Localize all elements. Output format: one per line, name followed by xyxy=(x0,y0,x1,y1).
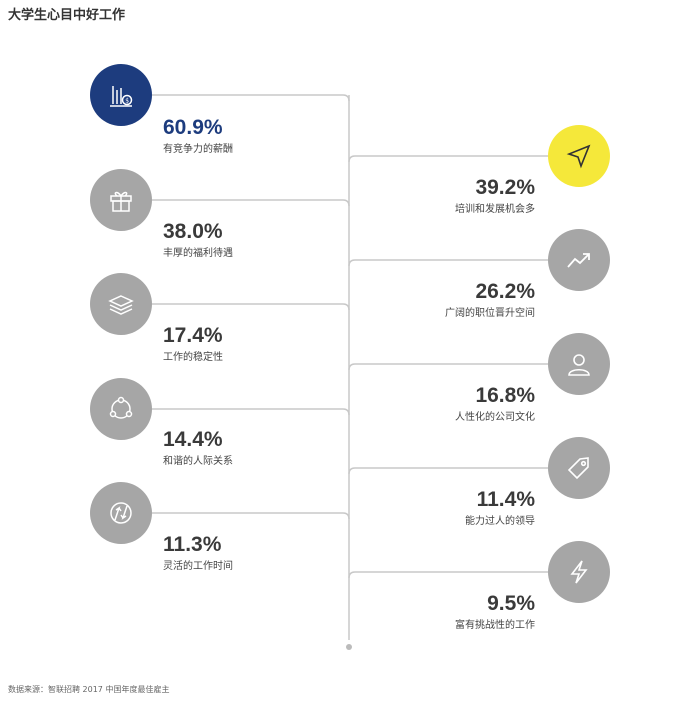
trend-up-icon xyxy=(567,253,590,268)
item-6-value: 14.4% xyxy=(163,428,223,451)
lightning-icon xyxy=(570,560,588,584)
item-6-label: 和谐的人际关系 xyxy=(163,456,233,467)
data-source: 数据来源：智联招聘 2017 中国年度最佳雇主 xyxy=(8,685,170,694)
connector-right-2 xyxy=(348,363,548,371)
connector-left-0 xyxy=(152,94,350,102)
item-3-circle xyxy=(548,229,610,291)
svg-text:$: $ xyxy=(125,98,129,105)
item-3-label: 广阔的职位晋升空间 xyxy=(445,308,535,319)
tag-icon xyxy=(567,457,589,480)
layers-icon xyxy=(108,295,134,315)
spine-end-dot xyxy=(346,644,352,650)
item-9-label: 富有挑战性的工作 xyxy=(455,620,535,631)
navigation-arrow-icon xyxy=(566,144,591,169)
item-4-value: 17.4% xyxy=(163,324,223,347)
connector-right-3 xyxy=(348,467,548,475)
connector-left-2 xyxy=(152,303,350,311)
connector-left-4 xyxy=(152,512,350,520)
connector-left-1 xyxy=(152,199,350,207)
item-7-value: 11.4% xyxy=(476,488,535,511)
item-5-value: 16.8% xyxy=(475,384,535,407)
item-9-circle xyxy=(548,541,610,603)
item-9-value: 9.5% xyxy=(487,592,535,615)
money-chart-icon: $ xyxy=(110,86,133,107)
item-8-label: 灵活的工作时间 xyxy=(163,561,233,572)
item-6-circle xyxy=(90,378,152,440)
item-4-label: 工作的稳定性 xyxy=(163,352,223,363)
item-5-label: 人性化的公司文化 xyxy=(455,412,535,423)
item-2-label: 丰厚的福利待遇 xyxy=(163,248,233,259)
item-0-circle: $ xyxy=(90,64,152,126)
item-3-value: 26.2% xyxy=(475,280,535,303)
person-icon xyxy=(568,354,590,376)
item-1-label: 培训和发展机会多 xyxy=(455,204,535,215)
item-0-label: 有竞争力的薪酬 xyxy=(163,144,233,155)
item-1-value: 39.2% xyxy=(475,176,535,199)
item-4-circle xyxy=(90,273,152,335)
network-icon xyxy=(109,396,133,419)
connector-right-0 xyxy=(348,155,548,163)
item-2-value: 38.0% xyxy=(163,220,223,243)
item-8-value: 11.3% xyxy=(163,533,222,556)
item-5-circle xyxy=(548,333,610,395)
chart-title: 大学生心目中好工作 xyxy=(8,8,126,23)
gift-icon xyxy=(110,191,132,212)
item-0-value: 60.9% xyxy=(163,116,223,139)
flex-arrows-icon xyxy=(110,502,132,524)
connector-right-1 xyxy=(348,259,548,267)
item-8-circle xyxy=(90,482,152,544)
item-7-circle xyxy=(548,437,610,499)
connector-left-3 xyxy=(152,408,350,416)
item-7-label: 能力过人的领导 xyxy=(465,516,535,527)
item-1-circle xyxy=(548,125,610,187)
connector-right-4 xyxy=(348,571,548,579)
item-2-circle xyxy=(90,169,152,231)
